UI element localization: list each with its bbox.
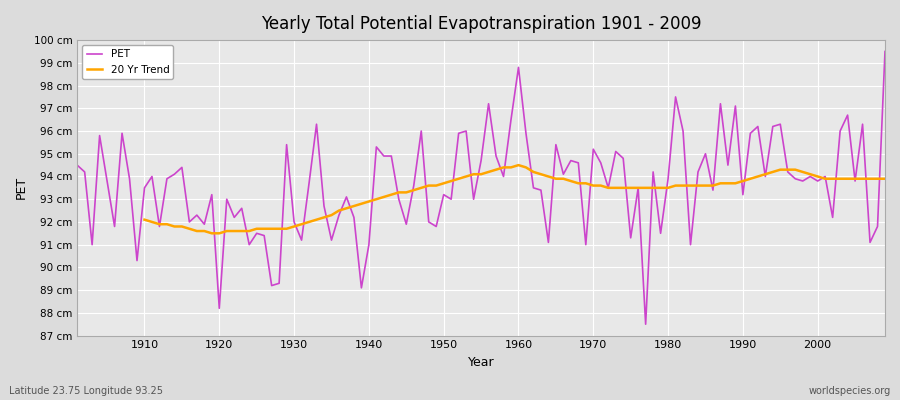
PET [131, 258, 142, 263]
20 Yr Trend [857, 176, 868, 181]
PET [341, 194, 352, 199]
20 Yr Trend [536, 172, 546, 177]
PET [603, 186, 614, 190]
Title: Yearly Total Potential Evapotranspiration 1901 - 2009: Yearly Total Potential Evapotranspiratio… [261, 15, 701, 33]
Line: PET: PET [77, 52, 885, 324]
PET [72, 163, 83, 168]
20 Yr Trend [596, 183, 607, 188]
Legend: PET, 20 Yr Trend: PET, 20 Yr Trend [83, 45, 174, 79]
20 Yr Trend [834, 176, 845, 181]
Y-axis label: PET: PET [15, 176, 28, 200]
20 Yr Trend [879, 176, 890, 181]
20 Yr Trend [289, 224, 300, 229]
PET [296, 238, 307, 242]
Line: 20 Yr Trend: 20 Yr Trend [145, 165, 885, 233]
PET [506, 117, 517, 122]
Text: Latitude 23.75 Longitude 93.25: Latitude 23.75 Longitude 93.25 [9, 386, 163, 396]
X-axis label: Year: Year [468, 356, 494, 369]
PET [879, 49, 890, 54]
20 Yr Trend [140, 217, 150, 222]
20 Yr Trend [513, 163, 524, 168]
20 Yr Trend [206, 231, 217, 236]
20 Yr Trend [319, 215, 329, 220]
Text: worldspecies.org: worldspecies.org [809, 386, 891, 396]
PET [640, 322, 651, 327]
PET [513, 65, 524, 70]
